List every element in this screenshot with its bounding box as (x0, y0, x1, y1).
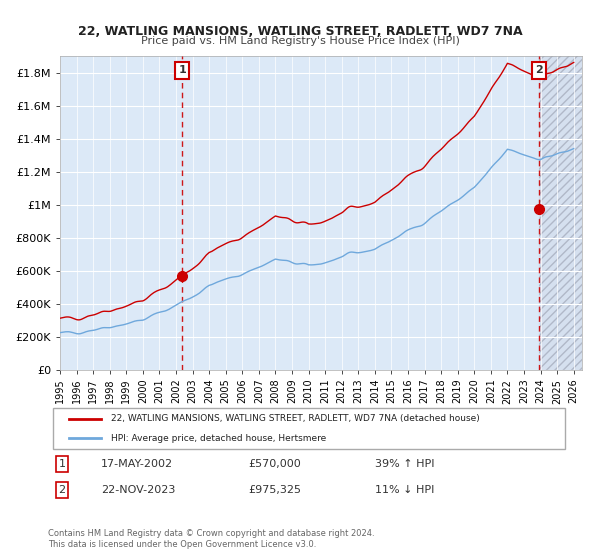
Text: HPI: Average price, detached house, Hertsmere: HPI: Average price, detached house, Hert… (112, 434, 326, 443)
Text: £570,000: £570,000 (248, 459, 301, 469)
Text: 22, WATLING MANSIONS, WATLING STREET, RADLETT, WD7 7NA: 22, WATLING MANSIONS, WATLING STREET, RA… (77, 25, 523, 38)
Text: 17-MAY-2002: 17-MAY-2002 (101, 459, 173, 469)
Text: 2: 2 (535, 66, 542, 76)
Text: 2: 2 (59, 485, 65, 495)
Bar (539, 56, 582, 370)
Text: 22-NOV-2023: 22-NOV-2023 (101, 485, 175, 495)
Text: 11% ↓ HPI: 11% ↓ HPI (376, 485, 435, 495)
Text: 1: 1 (59, 459, 65, 469)
Text: This data is licensed under the Open Government Licence v3.0.: This data is licensed under the Open Gov… (48, 540, 316, 549)
Text: 39% ↑ HPI: 39% ↑ HPI (376, 459, 435, 469)
Text: 22, WATLING MANSIONS, WATLING STREET, RADLETT, WD7 7NA (detached house): 22, WATLING MANSIONS, WATLING STREET, RA… (112, 414, 480, 423)
Text: £975,325: £975,325 (248, 485, 302, 495)
Text: Price paid vs. HM Land Registry's House Price Index (HPI): Price paid vs. HM Land Registry's House … (140, 36, 460, 46)
FancyBboxPatch shape (53, 408, 565, 449)
Text: Contains HM Land Registry data © Crown copyright and database right 2024.: Contains HM Land Registry data © Crown c… (48, 529, 374, 538)
Bar (539, 56, 582, 370)
Text: 1: 1 (178, 66, 186, 76)
